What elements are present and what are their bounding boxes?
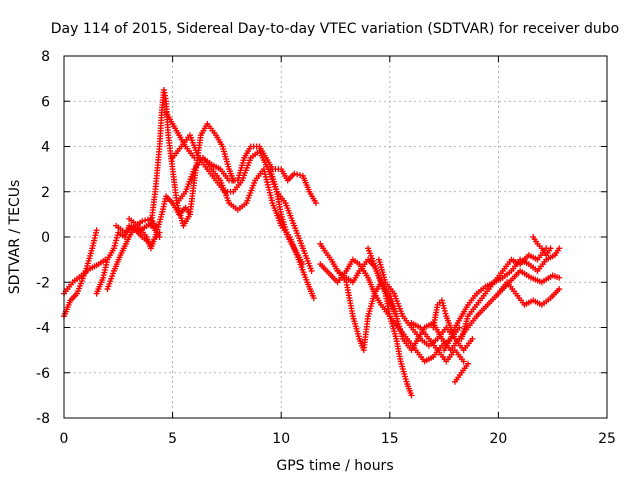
data-series bbox=[530, 234, 554, 259]
x-tick-label: 5 bbox=[168, 431, 177, 447]
data-point bbox=[556, 245, 563, 252]
y-tick-label: 6 bbox=[41, 94, 50, 110]
data-point bbox=[144, 216, 151, 223]
data-point bbox=[408, 392, 415, 399]
data-point bbox=[93, 227, 100, 234]
data-series bbox=[365, 245, 415, 399]
x-tick-label: 10 bbox=[272, 431, 290, 447]
data-point bbox=[294, 171, 301, 178]
data-point bbox=[297, 172, 304, 179]
x-tick-label: 20 bbox=[489, 431, 507, 447]
data-point bbox=[556, 286, 563, 293]
data-point bbox=[291, 170, 298, 177]
y-axis-label: SDTVAR / TECUs bbox=[7, 180, 23, 295]
data-point bbox=[464, 360, 471, 367]
y-tick-label: 4 bbox=[41, 140, 50, 156]
data-point bbox=[299, 261, 306, 268]
data-point bbox=[556, 274, 563, 281]
data-series bbox=[267, 166, 306, 268]
y-tick-label: -2 bbox=[36, 275, 50, 291]
data-point bbox=[139, 218, 146, 225]
x-tick-label: 15 bbox=[381, 431, 399, 447]
y-tick-label: -4 bbox=[36, 321, 50, 337]
data-series bbox=[163, 109, 319, 207]
data-point bbox=[310, 295, 317, 302]
y-tick-label: 2 bbox=[41, 185, 50, 201]
data-point bbox=[547, 245, 554, 252]
data-series bbox=[495, 279, 563, 308]
y-tick-label: 8 bbox=[41, 49, 50, 65]
data-point bbox=[469, 335, 476, 342]
x-tick-label: 0 bbox=[60, 431, 69, 447]
data-series bbox=[334, 267, 480, 354]
y-tick-label: -6 bbox=[36, 366, 50, 382]
y-tick-label: 0 bbox=[41, 230, 50, 246]
x-axis-label: GPS time / hours bbox=[276, 458, 393, 474]
data-series bbox=[173, 154, 317, 302]
chart-title: Day 114 of 2015, Sidereal Day-to-day VTE… bbox=[51, 21, 619, 37]
y-tick-label: -8 bbox=[36, 411, 50, 427]
data-point bbox=[308, 267, 315, 274]
data-series bbox=[451, 360, 471, 385]
data-points bbox=[61, 86, 563, 399]
data-point bbox=[312, 200, 319, 207]
data-point bbox=[142, 217, 149, 224]
data-series bbox=[61, 227, 100, 320]
data-point bbox=[460, 358, 467, 365]
data-series bbox=[408, 319, 467, 365]
x-tick-label: 25 bbox=[598, 431, 616, 447]
ticks: 0 5 10 15 20 25 -8 -6 -4 -2 0 2 4 6 8 bbox=[36, 49, 616, 447]
